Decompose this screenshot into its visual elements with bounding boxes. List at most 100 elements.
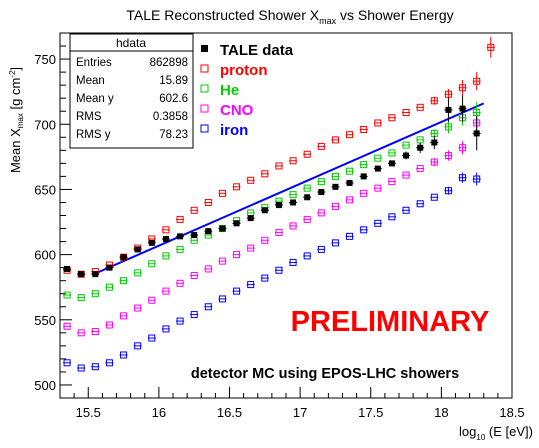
- data-point: [247, 281, 255, 289]
- data-point: [191, 232, 198, 239]
- data-point: [331, 136, 339, 144]
- data-point: [247, 244, 255, 252]
- data-point: [120, 254, 127, 261]
- data-point: [416, 200, 424, 208]
- data-point: [105, 283, 113, 291]
- data-point: [177, 233, 184, 240]
- data-point: [416, 103, 424, 111]
- fit-layer: [94, 102, 485, 275]
- data-point: [417, 144, 424, 151]
- data-point: [473, 130, 480, 137]
- y-axis-label: Mean Xmax [g cm-2]: [8, 67, 25, 173]
- data-point: [403, 152, 410, 159]
- data-point: [416, 165, 424, 173]
- legend-marker-iron: [200, 124, 209, 133]
- y-axis-label-superscript: -2: [8, 70, 17, 78]
- stats-value: 15.89: [159, 75, 188, 87]
- chart-title-main: TALE Reconstructed Shower X: [126, 7, 319, 23]
- series-he: [63, 102, 481, 302]
- data-point: [346, 196, 354, 204]
- data-point: [346, 131, 354, 139]
- series-tale-data: [63, 95, 481, 278]
- stats-box-title: hdata: [116, 36, 146, 50]
- data-point: [176, 245, 184, 253]
- legend-label-tale-data: TALE data: [220, 42, 294, 59]
- series-layer: [63, 36, 495, 372]
- data-point: [430, 158, 438, 166]
- chart-title: TALE Reconstructed Shower Xmax vs Shower…: [126, 7, 453, 26]
- data-point: [204, 303, 212, 311]
- data-point: [218, 257, 226, 265]
- data-point: [346, 179, 353, 186]
- data-point: [487, 43, 495, 51]
- data-point: [402, 206, 410, 214]
- data-point: [360, 173, 367, 180]
- fit-line: [94, 102, 485, 275]
- data-point: [388, 160, 395, 167]
- stats-value: 78.23: [159, 129, 188, 141]
- stats-label: Entries: [76, 57, 112, 69]
- data-point: [134, 304, 142, 312]
- data-point: [247, 176, 255, 184]
- data-point: [148, 239, 155, 246]
- data-point: [275, 266, 283, 274]
- series-iron: [63, 172, 481, 372]
- data-point: [261, 236, 269, 244]
- data-point: [289, 191, 297, 199]
- data-point: [63, 322, 71, 330]
- data-point: [317, 245, 325, 253]
- data-point: [444, 152, 452, 160]
- data-point: [233, 287, 241, 295]
- mc-note-label: detector MC using EPOS-LHC showers: [191, 366, 459, 382]
- y-axis-label-close: ]: [8, 67, 23, 71]
- data-point: [402, 141, 410, 149]
- data-point: [402, 109, 410, 117]
- data-point: [162, 325, 170, 333]
- data-point: [77, 364, 85, 372]
- data-point: [346, 232, 354, 240]
- data-point: [332, 183, 339, 190]
- stats-box: hdata Entries 862898 Mean 15.89 Mean y 602.6 R…: [69, 33, 194, 149]
- data-point: [374, 154, 382, 162]
- data-point: [162, 226, 170, 234]
- data-point: [290, 199, 297, 206]
- data-point: [360, 189, 368, 197]
- data-point: [134, 269, 142, 277]
- data-point: [148, 296, 156, 304]
- data-point: [247, 215, 254, 222]
- legend-label-proton: proton: [220, 62, 267, 79]
- data-point: [233, 183, 241, 191]
- data-point: [331, 172, 339, 180]
- x-tick-label: 18: [434, 405, 448, 420]
- ticks-layer: 15.5 16 16.5 17 17.5 18 18.5 500 550 600 650 700 750: [34, 32, 525, 420]
- y-tick-label: 600: [34, 248, 56, 263]
- data-point: [261, 207, 268, 214]
- legend-marker-cno: [200, 104, 209, 113]
- y-axis-label-unit: [g cm: [8, 78, 23, 113]
- x-tick-label: 17.5: [358, 405, 383, 420]
- stats-box-frame: [69, 33, 194, 149]
- legend-marker-tale-data: [201, 45, 208, 52]
- data-point: [162, 235, 169, 242]
- data-point: [303, 252, 311, 260]
- data-point: [275, 202, 282, 209]
- data-point: [190, 206, 198, 214]
- y-tick-label: 550: [34, 313, 56, 328]
- data-point: [445, 106, 452, 113]
- y-axis-label-main: Mean X: [8, 128, 23, 173]
- data-point: [64, 265, 71, 272]
- chart-title-subscript: max: [319, 16, 337, 26]
- data-point: [218, 189, 226, 197]
- y-axis-label-subscript: max: [16, 113, 25, 128]
- data-point: [444, 187, 452, 195]
- data-point: [106, 264, 113, 271]
- data-point: [317, 178, 325, 186]
- data-point: [331, 202, 339, 210]
- data-point: [162, 287, 170, 295]
- data-point: [92, 271, 99, 278]
- x-axis-label: log10 (E [eV]): [459, 424, 533, 442]
- data-point: [120, 277, 128, 285]
- plot-frame: [59, 32, 513, 399]
- data-point: [388, 149, 396, 157]
